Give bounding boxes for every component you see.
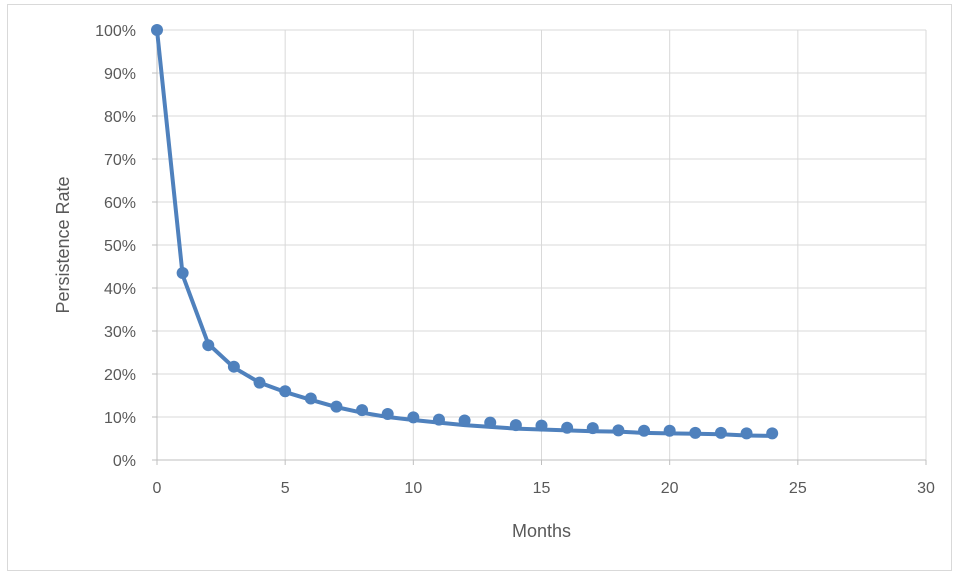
data-point (586, 422, 599, 435)
data-point (689, 426, 702, 439)
y-tick-label: 80% (104, 109, 136, 126)
gridlines (157, 29, 927, 460)
data-point (202, 339, 215, 352)
data-point (612, 424, 625, 437)
y-tick-label: 50% (104, 238, 136, 255)
data-point (663, 424, 676, 437)
y-tick-label: 10% (104, 410, 136, 427)
data-point (740, 427, 753, 440)
x-tick-label: 5 (281, 480, 290, 497)
data-point (509, 419, 522, 432)
data-point (714, 426, 727, 439)
data-point (176, 266, 189, 279)
data-point (484, 416, 497, 429)
x-tick-label: 0 (153, 480, 162, 497)
x-tick-label: 30 (917, 480, 935, 497)
data-point (356, 404, 369, 417)
y-tick-label: 30% (104, 324, 136, 341)
y-tick-label: 70% (104, 152, 136, 169)
y-tick-label: 20% (104, 367, 136, 384)
data-point (304, 392, 317, 405)
x-tick-label: 25 (789, 480, 807, 497)
data-point (407, 411, 420, 424)
axes (152, 29, 927, 465)
tick-labels: 0% 10% 20% 30% 40% 50% 60% 70% 80% 90% 100% 0 5 10 15 2… (95, 23, 935, 497)
data-point (330, 400, 343, 413)
trend-line (155, 28, 775, 438)
y-tick-label: 40% (104, 281, 136, 298)
data-point (458, 414, 471, 427)
y-tick-label: 60% (104, 195, 136, 212)
data-point (638, 424, 651, 437)
data-point (381, 407, 394, 420)
y-tick-label: 100% (95, 23, 136, 40)
x-axis-title: Months (512, 521, 571, 541)
data-point (535, 419, 548, 432)
data-point (432, 413, 445, 426)
data-point (253, 376, 266, 389)
x-tick-label: 20 (661, 480, 679, 497)
y-tick-label: 90% (104, 66, 136, 83)
x-tick-label: 15 (533, 480, 551, 497)
data-point (151, 24, 163, 36)
series (151, 24, 779, 440)
y-axis-title: Persistence Rate (53, 176, 73, 313)
y-tick-label: 0% (113, 453, 136, 470)
data-point (279, 385, 292, 398)
data-point (227, 360, 240, 373)
data-point (766, 427, 779, 440)
x-tick-label: 10 (404, 480, 422, 497)
data-point (561, 421, 574, 434)
